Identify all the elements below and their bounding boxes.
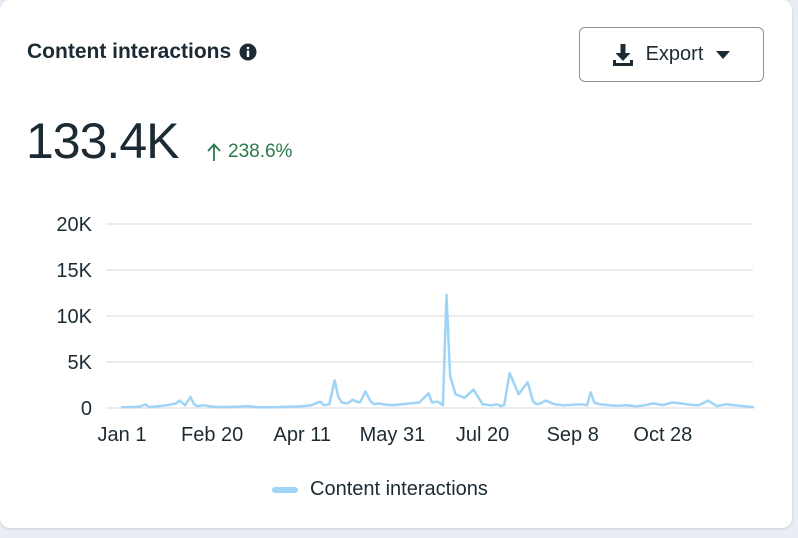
arrow-up-icon	[207, 143, 221, 161]
chart-legend: Content interactions	[272, 478, 488, 501]
y-axis-ticks: 0 5K 10K 15K 20K	[56, 214, 92, 420]
series-line-content-interactions	[120, 293, 755, 409]
x-tick-label: Jul 20	[456, 424, 509, 446]
total-value: 133.4K	[26, 113, 179, 169]
chart: 0 5K 10K 15K 20K Jan 1 Feb 20 Apr 11 May 31 Jul …	[56, 214, 755, 446]
card-title: Content interactions	[27, 40, 232, 63]
legend-label[interactable]: Content interactions	[310, 478, 488, 500]
grid-layer	[106, 223, 753, 409]
x-tick-label: Oct 28	[633, 424, 692, 446]
change-indicator: 238.6%	[206, 141, 292, 163]
y-tick-label: 20K	[56, 214, 92, 236]
legend-swatch	[272, 486, 298, 493]
y-tick-label: 5K	[68, 352, 93, 374]
x-tick-label: Jan 1	[98, 424, 147, 446]
x-tick-label: May 31	[360, 424, 426, 446]
x-axis-ticks: Jan 1 Feb 20 Apr 11 May 31 Jul 20 Sep 8 Oct 28	[98, 424, 693, 446]
export-label: Export	[645, 43, 704, 65]
content-interactions-card: Content interactions Export 133.4K 238.6…	[0, 0, 792, 528]
y-tick-label: 15K	[56, 260, 92, 282]
x-tick-label: Apr 11	[274, 424, 331, 446]
y-tick-label: 10K	[56, 306, 92, 328]
series-layer	[120, 293, 755, 409]
info-icon[interactable]	[239, 43, 257, 61]
change-value: 238.6%	[228, 141, 293, 162]
download-icon	[612, 43, 633, 66]
x-tick-label: Sep 8	[547, 424, 599, 446]
y-tick-label: 0	[81, 398, 92, 420]
export-button[interactable]: Export	[579, 27, 764, 82]
x-tick-label: Feb 20	[181, 424, 243, 446]
card-title-group: Content interactions	[27, 40, 257, 64]
caret-down-icon	[716, 50, 731, 59]
